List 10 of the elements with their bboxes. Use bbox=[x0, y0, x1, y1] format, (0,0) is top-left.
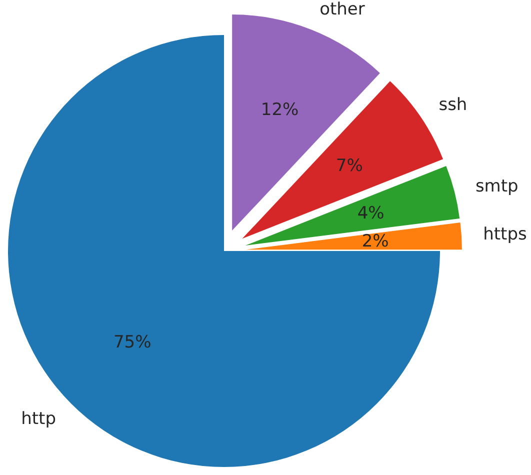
data-label: 4% bbox=[357, 203, 384, 224]
slice-label: http bbox=[21, 409, 56, 430]
data-label: 7% bbox=[336, 156, 363, 176]
slice-label: smtp bbox=[475, 176, 518, 196]
slice-label: other bbox=[320, 0, 365, 20]
data-label: 12% bbox=[260, 100, 299, 120]
slice-label: ssh bbox=[438, 95, 468, 116]
slice-label: https bbox=[483, 224, 527, 245]
data-label: 75% bbox=[113, 332, 152, 353]
data-label: 2% bbox=[362, 231, 389, 252]
